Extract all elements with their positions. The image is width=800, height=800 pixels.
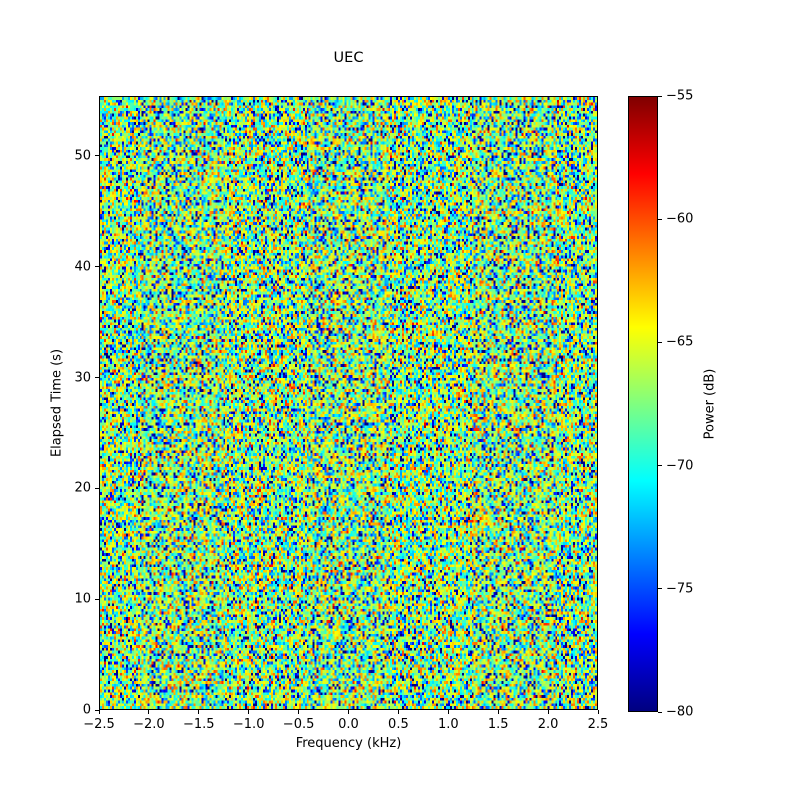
x-tick-mark [547,710,549,714]
colorbar-tick-label: −60 [666,211,694,227]
x-tick-label: 0.0 [338,717,359,732]
x-tick-mark [397,710,399,714]
y-tick-label: 0 [82,702,91,718]
x-tick-label: 1.5 [487,717,509,732]
x-tick-mark [597,710,599,714]
colorbar-tick-mark [658,588,662,590]
colorbar-tick-label: −80 [666,704,694,720]
x-tick-mark [148,710,150,714]
x-tick-label: 2.0 [537,717,559,732]
x-axis: −2.5 −2.0 −1.5 −1.0 −0.5 0.0 0.5 1.0 1.5 2.0 2.5 [83,710,608,750]
x-tick-mark [198,710,200,714]
x-axis-label: Frequency (kHz) [295,736,402,751]
y-axis-label: Elapsed Time (s) [49,348,65,458]
colorbar-ticks: −55 −60 −65 −70 −75 −80 [658,89,718,720]
colorbar [628,96,658,712]
spectrogram-heatmap [100,97,597,709]
plot-title: UEC [333,50,364,66]
x-tick-mark [497,710,499,714]
colorbar-tick-mark [658,218,662,220]
y-tick-label: 20 [74,480,91,496]
x-tick-label: −2.0 [133,717,165,732]
x-tick-mark [248,710,250,714]
x-tick-label: 1.0 [437,717,459,732]
y-tick-label: 30 [74,370,91,385]
colorbar-tick-label: −70 [666,458,694,474]
colorbar-tick-label: −65 [666,334,694,350]
x-tick-label: −2.5 [83,717,115,732]
x-tick-mark [447,710,449,714]
y-tick-mark [95,487,99,489]
x-tick-label: 2.5 [587,717,609,732]
x-tick-label: −1.0 [232,717,265,732]
y-tick-mark [95,266,99,268]
y-tick-label: 50 [74,148,91,164]
y-tick-mark [95,377,99,378]
colorbar-tick-label: −55 [666,88,694,104]
x-tick-label: 0.5 [388,717,409,732]
colorbar-tick-mark [658,95,662,97]
x-tick-mark [348,710,349,714]
x-tick-mark [298,710,300,714]
colorbar-label: Power (dB) [702,368,718,440]
colorbar-tick-mark [658,711,662,713]
y-tick-label: 10 [74,591,91,607]
colorbar-tick-mark [658,341,662,343]
y-tick-mark [95,155,99,157]
y-tick-mark [95,598,99,600]
x-tick-label: −1.5 [183,717,215,732]
y-tick-label: 40 [74,259,91,275]
x-tick-label: −0.5 [282,717,315,732]
colorbar-tick-mark [658,465,662,467]
colorbar-tick-label: −75 [666,581,694,597]
y-tick-mark [95,709,99,711]
x-tick-mark [98,710,100,714]
y-axis: 0 10 20 30 40 50 [0,96,99,718]
plot-area [99,96,598,710]
